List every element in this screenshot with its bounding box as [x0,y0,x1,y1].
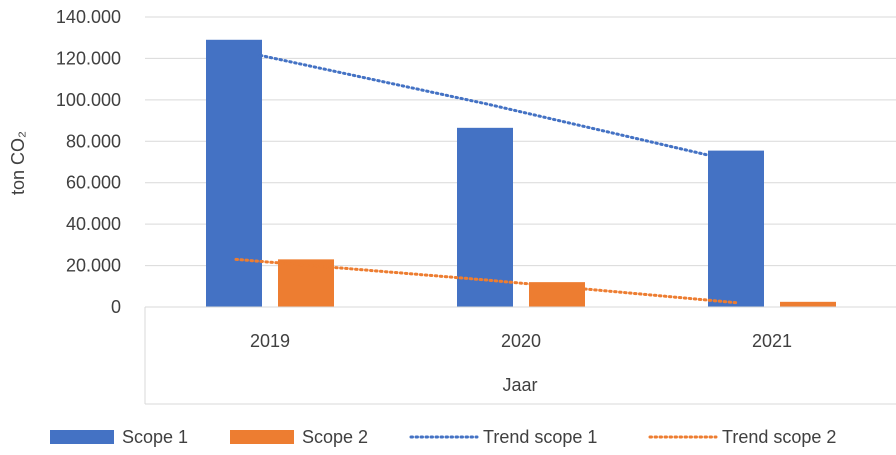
trendline-trend-scope-2 [234,257,740,305]
x-axis-title: Jaar [502,375,537,395]
y-axis-title: ton CO₂ [8,131,28,195]
bar-scope-1-2021 [708,150,764,307]
bars [206,39,836,308]
trendlines [234,48,740,305]
y-axis-tick-labels: 0 20.000 40.000 60.000 80.000 100.000 120.000 1… [56,7,121,317]
bar-scope-2-2021 [780,301,836,307]
y-tick-label: 120.000 [56,48,121,68]
legend-label: Trend scope 1 [483,427,597,447]
legend: Scope 1 Scope 2 Trend scope 1 Trend scope 2 [50,427,836,447]
bar-scope-1-2019 [206,39,262,308]
y-tick-label: 60.000 [66,173,121,193]
trendline-trend-scope-1 [234,48,740,164]
legend-label: Trend scope 2 [722,427,836,447]
legend-swatch [50,430,114,444]
legend-swatch [230,430,294,444]
legend-label: Scope 1 [122,427,188,447]
legend-label: Scope 2 [302,427,368,447]
x-tick-label: 2020 [501,331,541,351]
y-tick-label: 20.000 [66,256,121,276]
x-axis: 2019 2020 2021 [144,306,896,405]
y-tick-label: 140.000 [56,7,121,27]
y-tick-label: 40.000 [66,214,121,234]
x-tick-label: 2019 [250,331,290,351]
x-tick-label: 2021 [752,331,792,351]
y-tick-label: 100.000 [56,90,121,110]
y-tick-label: 0 [111,297,121,317]
y-tick-label: 80.000 [66,131,121,151]
